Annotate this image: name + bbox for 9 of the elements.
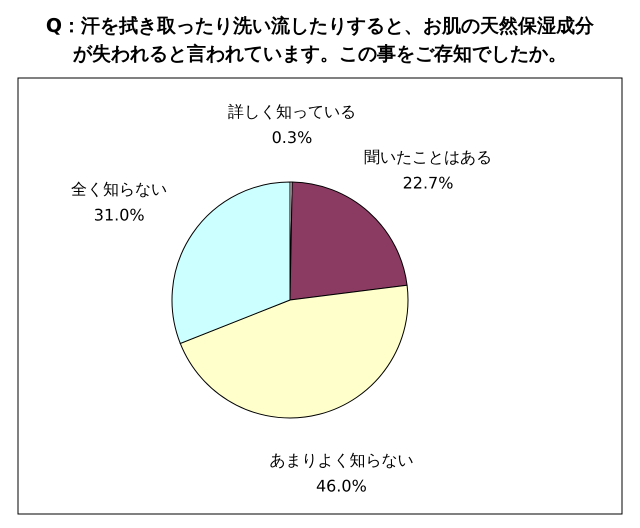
data-label: 31.0% (94, 206, 145, 225)
data-label: 46.0% (316, 476, 367, 496)
slice-label: 詳しく知っている (228, 102, 356, 122)
slice-label: 全く知らない (71, 180, 168, 199)
slice-label: 聞いたことはある (364, 147, 492, 166)
data-label: 0.3% (272, 128, 312, 148)
chart-title: Q：汗を拭き取ったり洗い流したりすると、お肌の天然保湿成分が失われると言われています。この事をご存知でしたか。 (46, 15, 596, 65)
data-label: 22.7% (402, 173, 454, 192)
slice-label: あまりよく知らない (269, 450, 414, 470)
